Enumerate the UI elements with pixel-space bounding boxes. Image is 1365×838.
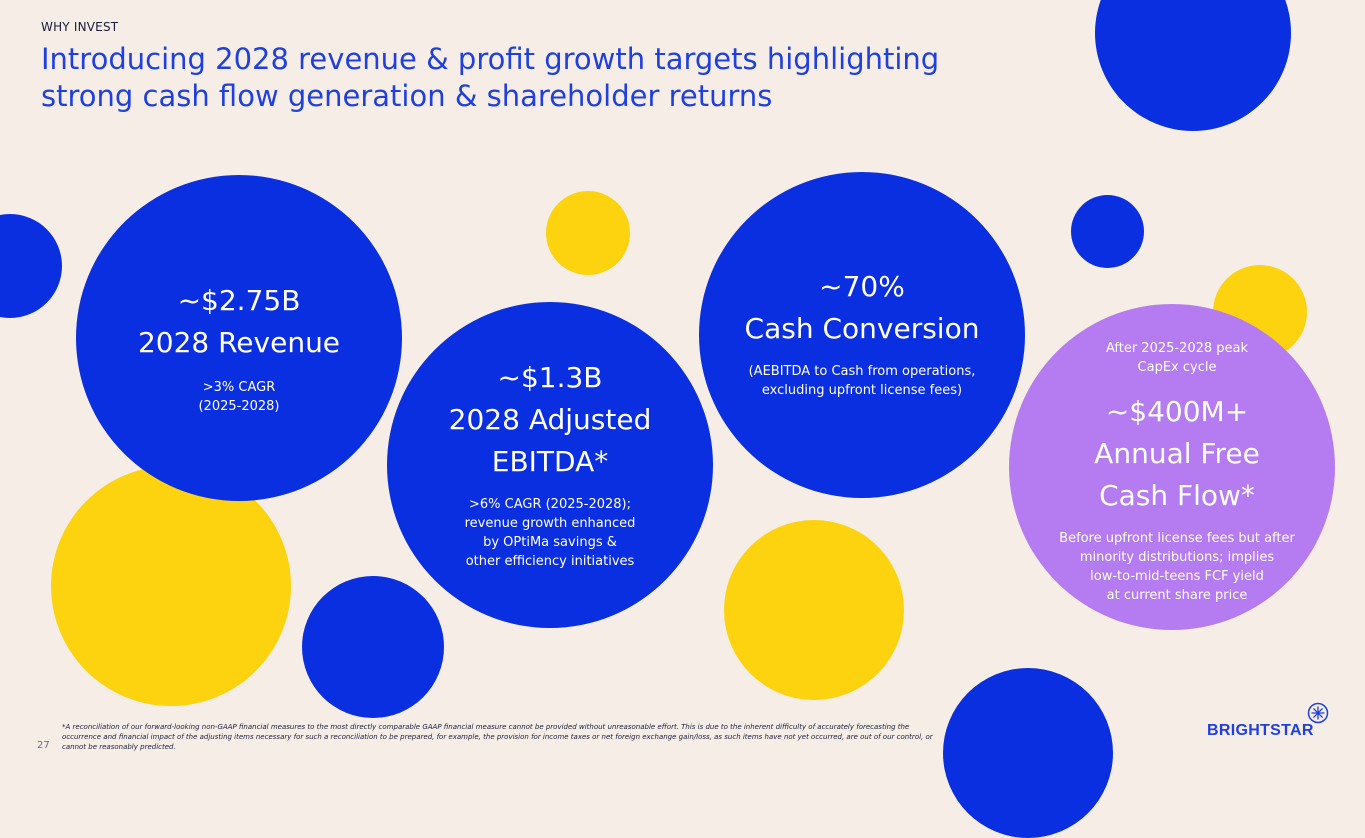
stat-ebitda-value: ~$1.3B [497,361,603,394]
stat-ebitda-detail-line4: other efficiency initiatives [465,554,635,569]
page-number: 27 [37,740,50,751]
stat-fcf-label-line2: Cash Flow* [1099,479,1255,512]
stat-fcf-detail-line4: at current share price [1106,588,1248,603]
stat-free-cash-flow: After 2025-2028 peak CapEx cycle ~$400M+… [1009,339,1345,605]
stat-cash-conversion-label: Cash Conversion [744,312,980,345]
logo-wordmark: BRIGHTSTAR [1207,722,1314,739]
stat-circle-free-cash-flow [1009,304,1335,630]
stat-fcf-detail-line2: minority distributions; implies [1079,550,1275,565]
decor-circle-yellow-center-bottom [724,520,904,700]
decor-circle-blue-bottom-right [943,668,1113,838]
stat-revenue: ~$2.75B 2028 Revenue >3% CAGR (2025-2028… [76,280,402,416]
stat-cash-conversion-value: ~70% [819,270,905,303]
decor-circle-blue-left-edge [0,214,62,318]
stat-circle-cash-conversion [699,172,1025,498]
stat-fcf-detail-line3: low-to-mid-teens FCF yield [1090,569,1264,584]
decor-circle-yellow-large-left [51,466,291,706]
stat-fcf-value: ~$400M+ [1105,395,1249,428]
stat-revenue-label: 2028 Revenue [137,326,341,359]
stat-fcf-pre-line1: After 2025-2028 peak [1105,341,1249,356]
stat-ebitda: ~$1.3B 2028 Adjusted EBITDA* >6% CAGR (2… [387,357,713,571]
stat-fcf-detail-line1: Before upfront license fees but after [1059,531,1295,546]
brightstar-logo: BRIGHTSTAR [1207,700,1329,744]
eyebrow-label: WHY INVEST [41,20,119,34]
stat-cash-conversion-detail-line1: (AEBITDA to Cash from operations, [748,364,976,379]
stat-revenue-detail-line1: >3% CAGR [202,380,276,395]
stat-circle-ebitda [387,302,713,628]
page-title-line1: Introducing 2028 revenue & profit growth… [41,42,940,76]
stat-ebitda-detail-line2: revenue growth enhanced [464,516,636,531]
decor-circle-blue-small-right [1071,195,1144,268]
stat-fcf-pre-line2: CapEx cycle [1137,360,1217,375]
decor-circle-blue-top-right [1095,0,1291,131]
stat-ebitda-label-line2: EBITDA* [491,445,609,478]
page-title: Introducing 2028 revenue & profit growth… [41,41,941,115]
stat-revenue-detail-line2: (2025-2028) [198,399,280,414]
stat-circle-revenue [76,175,402,501]
stat-ebitda-detail-line3: by OPtiMa savings & [483,535,617,550]
stat-cash-conversion: ~70% Cash Conversion (AEBITDA to Cash fr… [699,266,1025,400]
decor-circle-blue-bottom [302,576,444,718]
footnote: *A reconciliation of our forward-looking… [62,723,933,751]
star-burst-icon [1307,702,1329,724]
stat-ebitda-label-line1: 2028 Adjusted [448,403,652,436]
decor-circle-yellow-small [546,191,630,275]
stat-ebitda-detail-line1: >6% CAGR (2025-2028); [468,497,631,512]
stat-fcf-label-line1: Annual Free [1094,437,1260,470]
stat-revenue-value: ~$2.75B [177,284,301,317]
stat-cash-conversion-detail-line2: excluding upfront license fees) [761,383,963,398]
page-title-line2: strong cash flow generation & shareholde… [41,79,773,113]
